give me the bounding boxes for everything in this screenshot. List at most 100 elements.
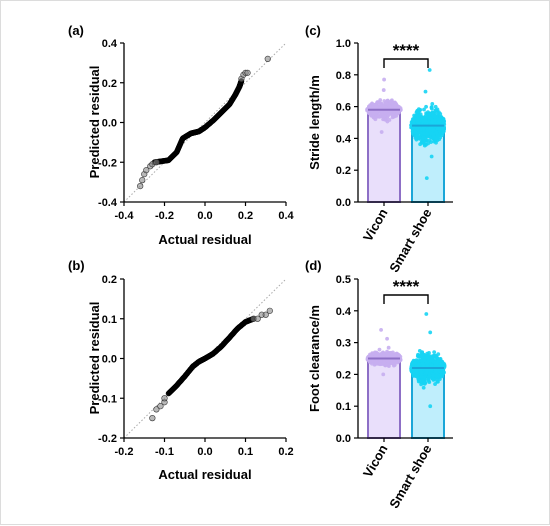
data-point (442, 363, 447, 368)
data-point (372, 105, 377, 110)
data-point (416, 109, 421, 114)
scatter-panel: (a) -0.4 -0.2 0.0 0.2 0.4 -0.4 -0.2 0.0 0.2 0.4 Act… (68, 23, 295, 247)
data-point (415, 126, 420, 131)
data-point (433, 368, 438, 373)
data-point (433, 363, 438, 368)
data-point (385, 336, 389, 341)
data-point (429, 106, 434, 111)
y-tick-label: 0.6 (336, 102, 351, 114)
data-point (432, 350, 437, 355)
y-tick-label: 0.8 (336, 70, 351, 82)
data-point (427, 374, 432, 379)
data-point (434, 353, 438, 358)
data-point (427, 115, 431, 120)
data-point (381, 88, 386, 92)
data-point (426, 141, 430, 146)
data-point (393, 104, 397, 108)
data-point (422, 131, 426, 136)
category-label: Vicon (360, 206, 391, 244)
data-point (441, 117, 446, 121)
data-point (437, 119, 441, 124)
data-point (157, 403, 164, 410)
data-point (367, 104, 372, 109)
data-point (137, 183, 144, 190)
data-point (424, 138, 429, 143)
y-tick-label: 0.4 (336, 306, 352, 318)
data-point (374, 360, 378, 364)
significance-bracket (383, 294, 429, 304)
data-point (369, 354, 374, 359)
x-tick-label: 0.0 (197, 446, 212, 458)
significance-label: **** (393, 277, 420, 296)
data-point (421, 363, 426, 368)
x-axis-label: Actual residual (158, 467, 251, 482)
data-point (418, 379, 423, 384)
x-tick-label: 0.1 (238, 446, 253, 458)
data-point (374, 110, 379, 114)
significance-bracket (383, 58, 429, 68)
data-point (421, 125, 426, 130)
bar (367, 357, 401, 439)
data-point (422, 142, 427, 146)
data-point (424, 355, 429, 360)
data-point (425, 112, 429, 116)
data-point (424, 104, 428, 109)
data-point (434, 136, 439, 141)
data-point (410, 368, 414, 373)
data-point (435, 379, 440, 384)
x-tick-label: -0.1 (155, 446, 174, 458)
data-point (390, 115, 395, 120)
significance-label: **** (393, 41, 420, 60)
y-tick-label: 0.0 (102, 118, 117, 130)
data-point (378, 358, 383, 363)
data-point (413, 360, 418, 365)
data-point (376, 100, 380, 105)
data-point (378, 362, 383, 367)
x-tick-label: 0.2 (238, 210, 253, 222)
y-tick-label: 0.2 (336, 369, 351, 381)
data-point (419, 370, 424, 375)
data-point (429, 154, 434, 159)
y-tick-label: 0.3 (336, 338, 351, 350)
y-tick-label: -0.1 (98, 393, 117, 405)
identity-line (123, 42, 287, 203)
category-label: Smart shoe (386, 442, 434, 511)
data-point (161, 395, 168, 402)
data-point (434, 108, 438, 113)
data-point (397, 105, 401, 110)
data-point (415, 117, 420, 122)
panel-label: (c) (305, 23, 321, 38)
x-tick-label: -0.2 (155, 210, 174, 222)
y-tick-label: 0.2 (336, 165, 351, 177)
category-label: Smart shoe (386, 206, 434, 275)
data-point (376, 351, 380, 356)
data-point (433, 104, 438, 109)
y-axis-label: Predicted residual (87, 302, 102, 415)
data-point (431, 114, 436, 119)
data-point (410, 117, 415, 122)
data-point (379, 130, 384, 134)
data-point (153, 159, 160, 166)
x-tick-label: 0.4 (278, 210, 294, 222)
data-point (374, 114, 379, 119)
data-point (419, 374, 423, 379)
data-point (427, 138, 432, 143)
data-point (419, 382, 423, 387)
data-point (413, 130, 418, 135)
data-point (379, 327, 383, 332)
y-tick-label: 0.0 (336, 433, 351, 445)
data-point (435, 133, 440, 138)
y-tick-label: 0.2 (102, 78, 117, 90)
data-point (424, 176, 429, 181)
data-point (244, 69, 251, 76)
panel-label: (d) (305, 258, 322, 273)
data-point (418, 142, 423, 147)
y-tick-label: -0.2 (98, 433, 117, 445)
data-point (397, 353, 401, 358)
data-point (420, 115, 425, 120)
data-point (417, 130, 421, 135)
data-point (428, 330, 433, 335)
